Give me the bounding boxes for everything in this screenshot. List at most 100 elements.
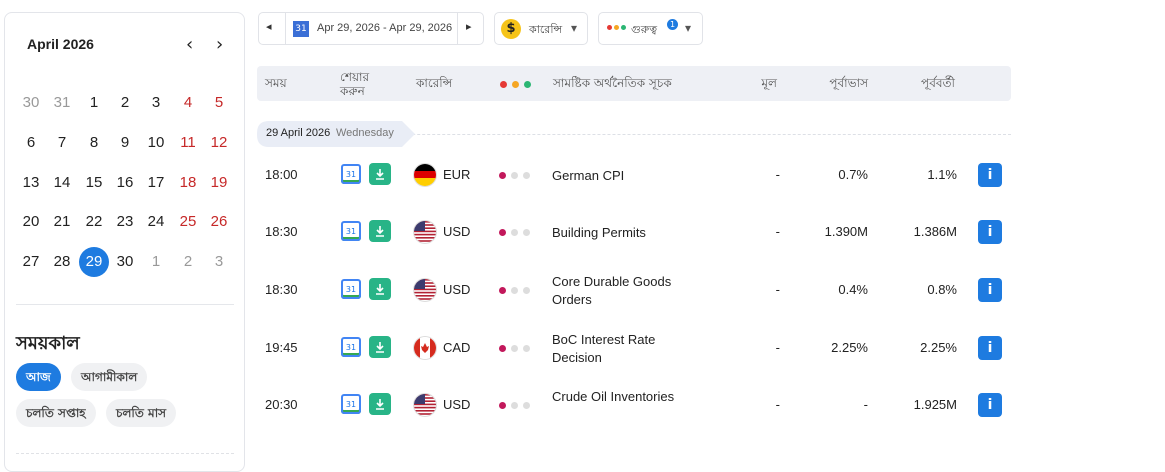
importance-dot [499,345,506,352]
column-header: শেয়ার করুন [340,70,370,98]
calendar-day[interactable]: 18 [179,174,197,191]
importance-dot [499,172,506,179]
calendar-day[interactable]: 2 [183,253,193,270]
info-button[interactable]: i [978,336,1002,360]
calendar-day[interactable]: 27 [22,253,40,270]
calendar-day[interactable]: 17 [147,174,165,191]
calendar-day[interactable]: 23 [116,213,134,230]
calendar-day[interactable]: 5 [214,94,224,111]
importance-dot [523,229,530,236]
google-calendar-button[interactable]: 31 [341,164,361,184]
column-header: মূল [761,76,777,90]
download-icon [376,399,384,410]
download-button[interactable] [369,393,391,415]
caret: ▾ [571,21,578,35]
calendar-day[interactable]: 22 [85,213,103,230]
date-picker[interactable] [258,12,484,45]
importance-dot [511,287,518,294]
prev-month[interactable]: ‹ [186,34,194,55]
date-tag-bg [257,121,415,147]
time: 18:30 [265,224,298,239]
download-icon [376,284,384,295]
calendar-day[interactable]: 9 [120,134,130,151]
calendar-day[interactable]: 7 [57,134,67,151]
period-option[interactable]: আজ [16,363,61,391]
calendar-day[interactable]: 26 [210,213,228,230]
period-option[interactable]: চলতি মাস [106,399,177,427]
calendar-day[interactable]: 28 [53,253,71,270]
download-icon [376,226,384,237]
importance-dot [523,402,530,409]
calendar-day[interactable]: 15 [85,174,103,191]
google-calendar-button[interactable]: 31 [341,337,361,357]
calendar-day[interactable]: 20 [22,213,40,230]
previous: 2.25% [920,340,957,355]
period-option[interactable]: চলতি সপ্তাহ [16,399,96,427]
calendar-day[interactable]: 31 [53,94,71,111]
info-button[interactable]: i [978,220,1002,244]
badge: 1 [667,19,678,30]
calendar-day[interactable]: 6 [26,134,36,151]
dot [524,81,531,88]
flag [414,164,436,186]
event: Building Permits [552,225,646,240]
importance-dot [499,287,506,294]
period-option[interactable]: আগামীকাল [71,363,148,391]
date-divider [257,134,1011,135]
importance-dot [511,402,518,409]
currency: CAD [443,340,471,355]
google-calendar-button[interactable]: 31 [341,394,361,414]
divider [16,304,234,305]
event: Core Durable Goods Orders [552,274,672,307]
currency: EUR [443,167,471,182]
next-day[interactable]: ▸ [466,20,472,33]
flag-icon [414,221,436,242]
calendar-day[interactable]: 29 [79,247,109,277]
calendar-day[interactable]: 19 [210,174,228,191]
calendar-day[interactable]: 12 [210,134,228,151]
google-calendar-button[interactable]: 31 [341,279,361,299]
calendar-day[interactable]: 30 [22,94,40,111]
info-button[interactable]: i [978,163,1002,187]
calendar-day[interactable]: 2 [120,94,130,111]
google-calendar-button[interactable]: 31 [341,221,361,241]
caret: ▾ [685,21,692,35]
calendar-day[interactable]: 10 [147,134,165,151]
event: Crude Oil Inventories [552,389,675,404]
calendar-day[interactable]: 4 [183,94,193,111]
importance-dot [523,287,530,294]
calendar-day[interactable]: 11 [180,134,196,151]
calendar-day[interactable]: 25 [179,213,197,230]
column-header: কারেন্সি [416,76,453,90]
previous: 1.1% [927,167,957,182]
download-button[interactable] [369,220,391,242]
calendar-day[interactable]: 13 [22,174,40,191]
calendar-day[interactable]: 21 [53,213,71,230]
calendar-day[interactable]: 8 [89,134,99,151]
page: {"calendar":{"title":"April 2026","prev"… [4,12,1011,472]
prev-day[interactable]: ◂ [266,20,272,33]
weekday: Wednesday [336,127,394,139]
flag-icon [414,394,436,415]
currency-filter[interactable] [494,12,588,45]
calendar-day[interactable]: 24 [147,213,165,230]
calendar-day[interactable]: 16 [116,174,134,191]
flag-icon [414,337,436,359]
download-button[interactable] [369,163,391,185]
download-button[interactable] [369,278,391,300]
calendar-day[interactable]: 1 [151,253,161,270]
next-month[interactable]: › [216,34,224,55]
calendar-day[interactable]: 3 [214,253,224,270]
importance-label: গুরুত্ব [631,23,658,36]
info-button[interactable]: i [978,393,1002,417]
calendar-day[interactable]: 14 [53,174,71,191]
time: 20:30 [265,397,298,412]
download-button[interactable] [369,336,391,358]
calendar-day[interactable]: 30 [116,253,134,270]
calendar-day[interactable]: 3 [151,94,161,111]
actual: - [775,340,780,355]
download-icon [376,169,384,180]
calendar-day[interactable]: 1 [89,94,99,111]
info-button[interactable]: i [978,278,1002,302]
importance-filter[interactable] [598,12,703,45]
